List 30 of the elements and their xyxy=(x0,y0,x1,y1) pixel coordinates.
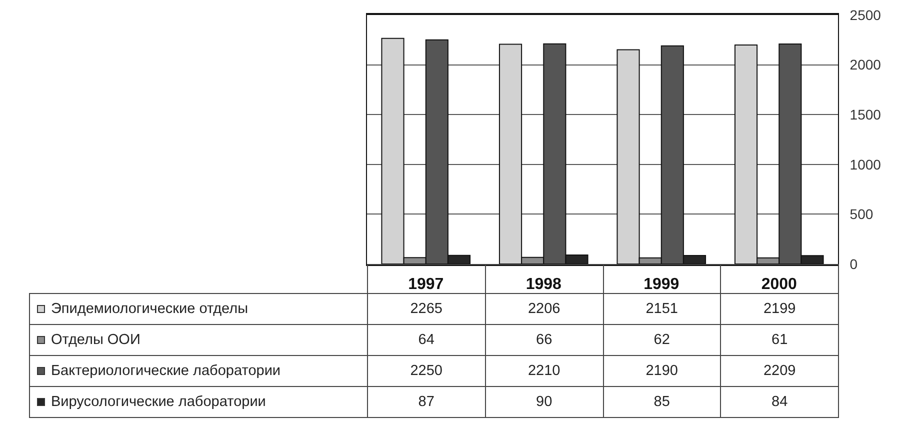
x-tick-label: 2000 xyxy=(761,276,798,294)
x-tick-label: 1997 xyxy=(408,276,444,294)
data-label: 87 xyxy=(418,394,434,410)
y-tick-label: 500 xyxy=(850,206,874,222)
data-label: 85 xyxy=(654,394,670,410)
data-label: 64 xyxy=(418,332,434,348)
x-tick-label: 1999 xyxy=(644,276,680,294)
data-label: 2209 xyxy=(763,363,796,379)
data-label: 90 xyxy=(536,394,552,410)
data-label: 2250 xyxy=(410,363,442,379)
data-label: 2190 xyxy=(646,363,678,379)
y-tick-label: 0 xyxy=(850,256,858,272)
legend-label: Бактериологические лаборатории xyxy=(51,363,281,379)
y-tick-label: 1000 xyxy=(850,156,882,172)
data-label: 2151 xyxy=(646,301,678,317)
y-tick-label: 1500 xyxy=(850,106,882,122)
data-label: 2199 xyxy=(763,301,796,317)
data-label: 2206 xyxy=(528,301,560,317)
legend-label: Отделы ООИ xyxy=(51,332,140,348)
legend-label: Вирусологические лаборатории xyxy=(51,394,266,410)
legend-label: Эпидемиологические отделы xyxy=(51,301,248,317)
data-label: 66 xyxy=(536,332,552,348)
data-label: 84 xyxy=(772,394,788,410)
y-tick-label: 2500 xyxy=(850,6,882,23)
data-label: 2210 xyxy=(528,363,560,379)
data-label: 2265 xyxy=(410,301,442,317)
data-label: 61 xyxy=(772,332,788,348)
x-tick-label: 1998 xyxy=(526,276,562,294)
y-tick-label: 2000 xyxy=(850,56,882,73)
data-label: 62 xyxy=(654,332,670,348)
